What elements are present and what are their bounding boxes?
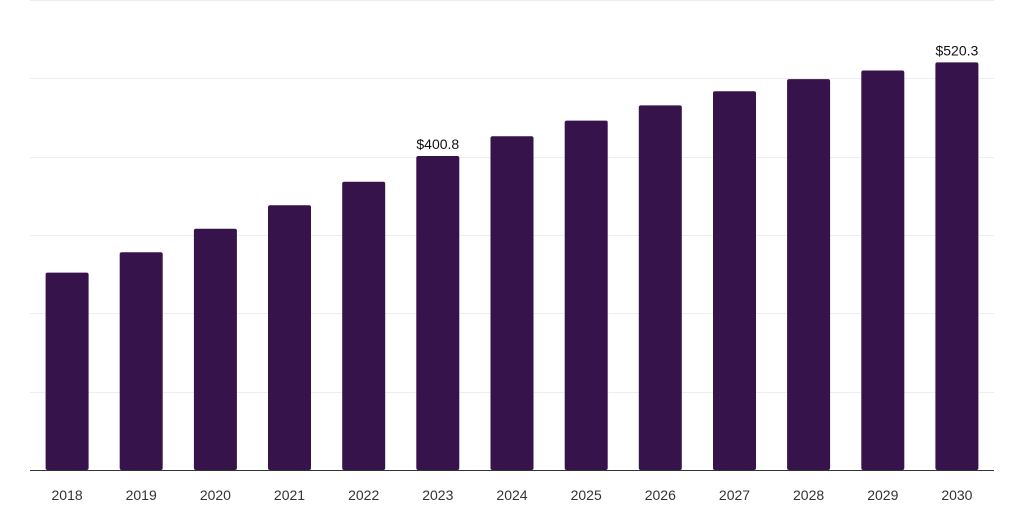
data-labels: $400.8 $520.3 [416,42,978,152]
x-tick-label-2023: 2023 [422,487,453,503]
bar-2020[interactable] [193,228,237,470]
data-label-2030: $520.3 [935,42,978,58]
x-tick-label-2021: 2021 [274,487,305,503]
bar-2018[interactable] [45,272,89,470]
x-tick-label-2019: 2019 [126,487,157,503]
x-tick-label-2029: 2029 [867,487,898,503]
x-tick-label-2018: 2018 [52,487,83,503]
x-tick-label-2030: 2030 [941,487,972,503]
bar-2019[interactable] [119,252,163,470]
x-tick-label-2026: 2026 [645,487,676,503]
bar-2028[interactable] [787,79,831,470]
bar-2029[interactable] [861,70,905,471]
bar-2023[interactable] [416,156,460,470]
x-tick-label-2028: 2028 [793,487,824,503]
bar-2024[interactable] [490,136,534,471]
bar-2022[interactable] [342,181,386,470]
bars [45,62,979,471]
x-tick-label-2027: 2027 [719,487,750,503]
x-tick-label-2022: 2022 [348,487,379,503]
x-tick-label-2020: 2020 [200,487,231,503]
x-tick-label-2024: 2024 [496,487,527,503]
bar-2026[interactable] [638,105,682,471]
bar-2027[interactable] [713,91,756,471]
x-tick-label-2025: 2025 [571,487,602,503]
x-tick-labels: 2018 2019 2020 2021 2022 2023 2024 2025 2026 2027… [52,487,973,503]
bar-2025[interactable] [564,120,608,470]
bar-2030[interactable] [935,62,979,471]
data-label-2023: $400.8 [416,136,459,152]
bar-2021[interactable] [268,205,311,470]
